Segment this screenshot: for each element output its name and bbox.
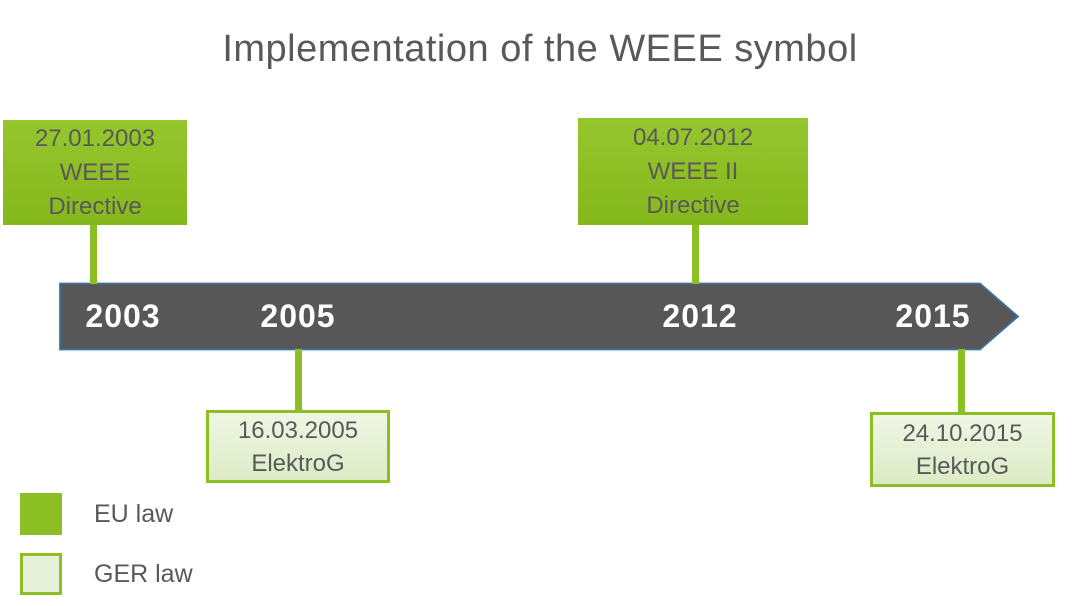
legend-label: EU law <box>94 499 174 528</box>
year-label-2005: 2005 <box>260 298 336 334</box>
event-date: 04.07.2012 <box>632 123 754 151</box>
year-label-2015: 2015 <box>895 298 971 334</box>
eu-law-swatch <box>20 493 62 535</box>
event-subtitle: Directive <box>48 192 142 220</box>
ger-law-swatch <box>20 553 62 595</box>
event-box-weee-directive: 27.01.2003 WEEE Directive <box>3 120 187 225</box>
event-box-elektrog-2005: 16.03.2005 ElektroG <box>206 410 390 483</box>
connector-2015 <box>958 349 965 413</box>
event-subtitle: Directive <box>646 191 740 219</box>
event-date: 24.10.2015 <box>902 419 1023 447</box>
page-title: Implementation of the WEEE symbol <box>222 28 858 70</box>
event-date: 27.01.2003 <box>34 124 156 152</box>
event-title: WEEE II <box>647 157 739 185</box>
event-box-weee2-directive: 04.07.2012 WEEE II Directive <box>578 118 808 225</box>
event-title: ElektroG <box>915 452 1010 480</box>
event-box-elektrog-2015: 24.10.2015 ElektroG <box>870 412 1055 487</box>
legend-item-ger-law: GER law <box>20 553 193 595</box>
year-label-2003: 2003 <box>85 298 161 334</box>
connector-2003 <box>90 224 97 284</box>
event-date: 16.03.2005 <box>237 416 359 444</box>
legend-item-eu-law: EU law <box>20 493 173 535</box>
timeline-arrow-shape <box>59 282 1020 351</box>
event-title: ElektroG <box>251 449 345 477</box>
legend-label: GER law <box>94 559 193 588</box>
event-title: WEEE <box>59 158 131 186</box>
year-label-2012: 2012 <box>662 298 738 334</box>
connector-2012 <box>692 224 699 284</box>
connector-2005 <box>295 349 302 411</box>
